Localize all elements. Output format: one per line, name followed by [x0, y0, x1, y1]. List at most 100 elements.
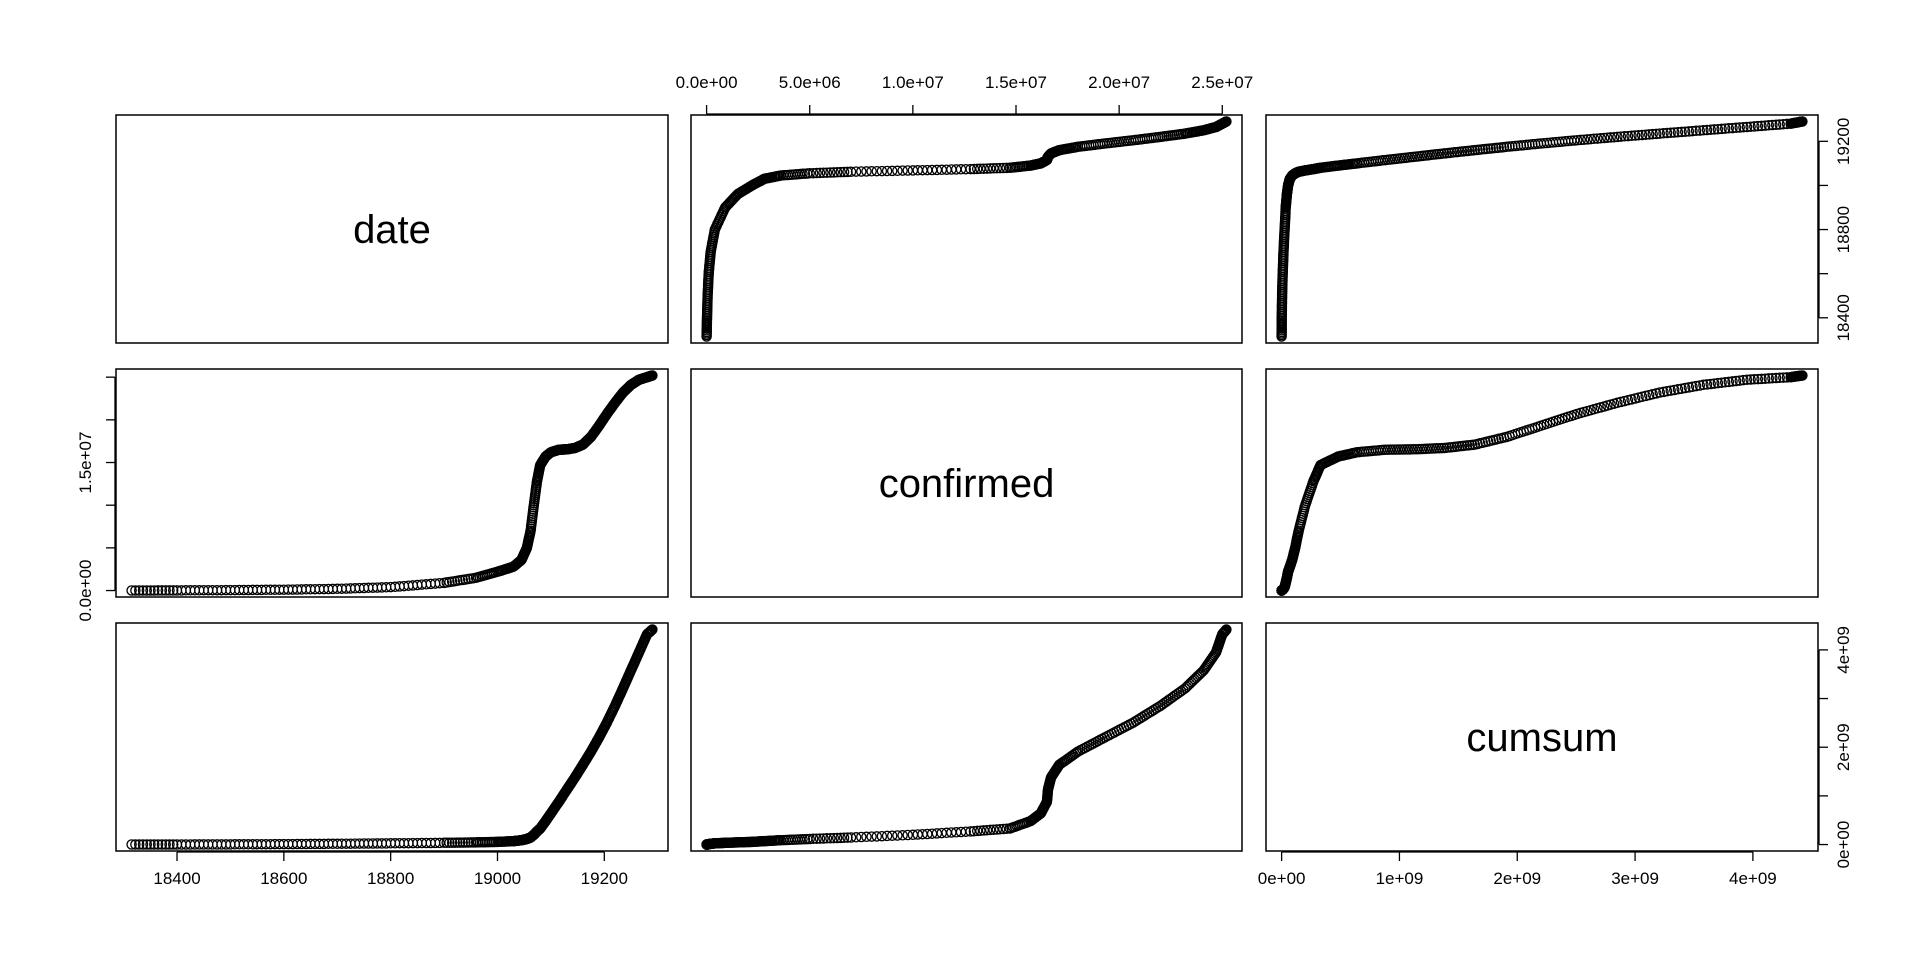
data-point — [141, 585, 153, 596]
x-axis-date-tick-label: 18600 — [260, 869, 307, 888]
x-axis-confirmed-top-tick-label: 1.0e+07 — [882, 73, 944, 92]
data-point — [821, 167, 833, 178]
data-point — [1756, 373, 1767, 385]
data-point — [1727, 376, 1738, 387]
data-point — [828, 832, 840, 844]
data-point — [1001, 162, 1012, 174]
x-axis-confirmed-top-tick-label: 2.0e+07 — [1088, 73, 1150, 92]
data-point — [1578, 134, 1590, 145]
data-point — [1687, 381, 1698, 393]
data-point — [998, 162, 1009, 174]
data-point — [881, 165, 893, 177]
data-point — [1615, 131, 1627, 142]
data-point — [1582, 134, 1593, 145]
data-point — [1770, 372, 1782, 384]
data-point — [821, 833, 833, 844]
data-point — [804, 168, 815, 179]
data-point — [1679, 382, 1691, 394]
x-axis-cumsum-tick-label: 3e+09 — [1611, 869, 1659, 888]
data-point — [441, 837, 452, 849]
y-axis-date-right-tick-label: 18400 — [1834, 294, 1853, 341]
data-point — [845, 166, 857, 178]
data-point — [1774, 119, 1785, 130]
data-point — [460, 837, 471, 848]
variable-label-confirmed: confirmed — [879, 462, 1055, 506]
x-axis-confirmed-top-tick-label: 5.0e+06 — [779, 73, 841, 92]
data-point — [1636, 129, 1648, 141]
data-point — [1665, 127, 1676, 139]
x-axis-cumsum-tick-label: 1e+09 — [1376, 869, 1424, 888]
data-point — [1572, 134, 1583, 146]
data-point — [1672, 126, 1684, 138]
x-axis-confirmed-top: 0.0e+00 5.0e+06 1.0e+07 1.5e+07 2.0e+07 2.5e+… — [676, 73, 1253, 115]
data-point — [1730, 375, 1742, 387]
data-point — [902, 829, 913, 841]
data-point — [845, 832, 857, 843]
data-point — [838, 166, 850, 178]
data-point — [1741, 121, 1753, 133]
data-point — [1716, 123, 1727, 135]
points-date-vs-cumsum — [1276, 116, 1808, 342]
data-point — [1738, 374, 1749, 386]
data-point — [1701, 379, 1713, 390]
data-point — [1633, 129, 1644, 141]
y-axis-cumsum-right: 0e+00 2e+09 4e+09 — [1818, 626, 1853, 868]
data-point — [137, 585, 149, 596]
data-point — [825, 167, 836, 178]
panel-cumsum-vs-date — [115, 622, 669, 852]
data-point — [1661, 127, 1673, 139]
data-point — [1658, 128, 1669, 139]
data-point — [861, 831, 872, 843]
data-point — [1676, 126, 1687, 138]
data-point — [1749, 121, 1760, 132]
data-point — [1665, 385, 1676, 396]
data-point — [1734, 122, 1745, 133]
data-point — [130, 839, 141, 850]
data-point — [1690, 125, 1702, 137]
data-point — [831, 832, 843, 844]
data-point — [1763, 373, 1775, 384]
data-point — [1734, 375, 1745, 386]
data-point — [1752, 373, 1764, 385]
data-point — [1797, 116, 1808, 127]
data-point — [1605, 132, 1616, 143]
data-point — [1221, 624, 1232, 635]
data-point — [835, 832, 846, 844]
data-point — [1658, 386, 1669, 398]
data-point — [850, 166, 862, 177]
data-point — [1626, 130, 1637, 142]
data-point — [825, 832, 836, 844]
data-point — [167, 585, 179, 596]
data-point — [1701, 124, 1713, 136]
data-point — [145, 585, 156, 596]
data-point — [446, 837, 458, 848]
data-point — [1723, 123, 1735, 134]
y-axis-confirmed-left: 0.0e+00 1.5e+07 — [76, 376, 116, 622]
data-point — [968, 825, 980, 837]
data-point — [1654, 387, 1666, 398]
y-axis-confirmed-left-tick-label: 0.0e+00 — [76, 560, 95, 622]
data-point — [1608, 131, 1620, 143]
x-axis-confirmed-top-tick-label: 2.5e+07 — [1191, 73, 1253, 92]
data-point — [1679, 126, 1691, 137]
y-axis-date-right-tick-label: 19200 — [1834, 118, 1853, 165]
data-point — [1592, 133, 1603, 144]
x-axis-date-tick-label: 18800 — [367, 869, 414, 888]
data-point — [152, 585, 164, 596]
y-axis-cumsum-right-tick-label: 2e+09 — [1834, 723, 1853, 771]
data-point — [1694, 125, 1706, 136]
data-point — [998, 823, 1009, 835]
data-point — [831, 167, 843, 178]
panel-confirmed-vs-confirmed — [690, 368, 1243, 598]
x-axis-date-tick-label: 19200 — [581, 869, 628, 888]
data-point — [145, 839, 156, 850]
points-confirmed-vs-date — [126, 370, 658, 596]
data-point — [902, 165, 913, 176]
data-point — [1619, 131, 1630, 142]
data-point — [1752, 120, 1764, 132]
data-point — [137, 839, 149, 850]
data-point — [960, 826, 972, 837]
data-point — [1694, 380, 1706, 391]
data-point — [1690, 380, 1702, 392]
x-axis-cumsum-tick-label: 2e+09 — [1493, 869, 1541, 888]
